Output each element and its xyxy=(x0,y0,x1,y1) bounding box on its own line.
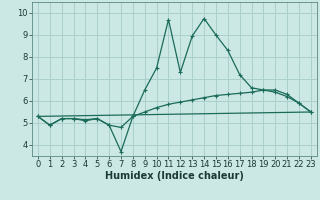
X-axis label: Humidex (Indice chaleur): Humidex (Indice chaleur) xyxy=(105,171,244,181)
